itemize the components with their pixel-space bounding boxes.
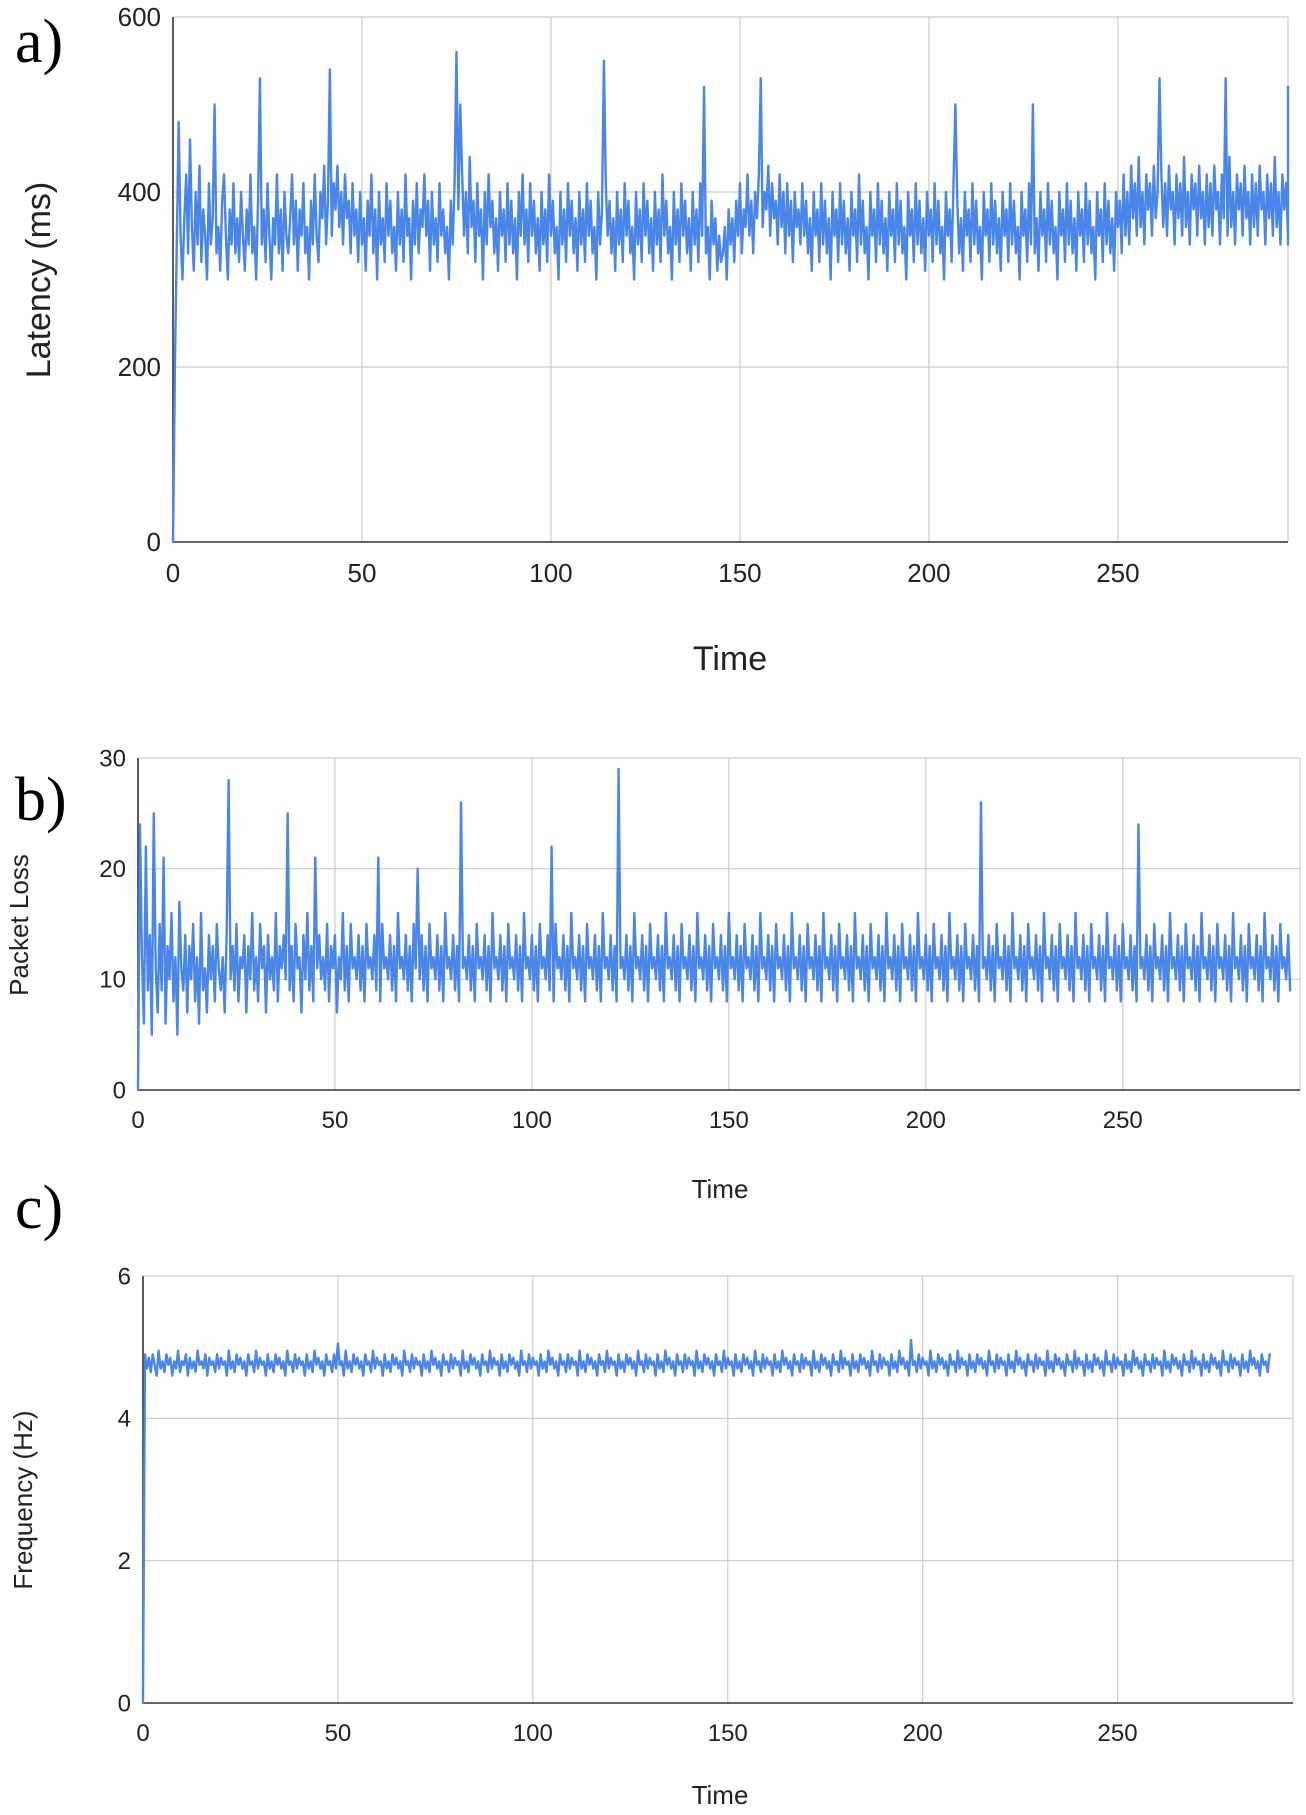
x-tick-label: 100 <box>512 1107 552 1134</box>
x-tick-label: 100 <box>513 1720 553 1747</box>
y-tick-label: 2 <box>118 1548 131 1575</box>
chart-latency: a) 0 200 400 600 0 50 100 150 200 250 Time Latenc… <box>15 2 1290 678</box>
x-tick-label: 50 <box>325 1720 352 1747</box>
x-tick-label: 50 <box>322 1107 349 1134</box>
x-tick-label: 200 <box>903 1720 943 1747</box>
x-tick-label: 200 <box>906 1107 946 1134</box>
x-tick-label: 50 <box>348 558 377 588</box>
y-tick-label: 0 <box>147 527 161 557</box>
series-layer <box>136 767 1292 1092</box>
grid-lines <box>173 16 1289 542</box>
x-tick-label: 150 <box>718 558 761 588</box>
series-line <box>171 50 1290 544</box>
y-tick-label: 0 <box>113 1077 126 1104</box>
x-axis-title: Time <box>692 1780 749 1810</box>
y-axis-title: Latency (ms) <box>20 182 58 379</box>
y-tick-label: 20 <box>99 856 126 883</box>
y-tick-label: 4 <box>118 1406 131 1433</box>
x-tick-label: 150 <box>709 1107 749 1134</box>
y-tick-label: 6 <box>118 1263 131 1290</box>
series-layer <box>171 50 1290 544</box>
x-tick-label: 250 <box>1096 558 1139 588</box>
series-line <box>136 767 1292 1092</box>
panel-label-b: b) <box>15 766 67 834</box>
x-tick-label: 0 <box>131 1107 144 1134</box>
axes <box>142 1276 1293 1704</box>
y-axis-title: Packet Loss <box>4 854 34 996</box>
y-tick-label: 30 <box>99 745 126 772</box>
y-tick-label: 10 <box>99 967 126 994</box>
grid-lines <box>138 757 1301 1090</box>
tick-labels: 0 2 4 6 0 50 100 150 200 250 <box>118 1263 1138 1747</box>
series-layer <box>141 1338 1271 1705</box>
panel-label-a: a) <box>15 8 63 76</box>
x-tick-label: 100 <box>529 558 572 588</box>
x-tick-label: 150 <box>708 1720 748 1747</box>
x-tick-label: 0 <box>136 1720 149 1747</box>
x-tick-label: 200 <box>907 558 950 588</box>
x-tick-label: 250 <box>1103 1107 1143 1134</box>
panel-label-c: c) <box>15 1174 63 1242</box>
axes <box>172 17 1288 543</box>
x-axis-title: Time <box>693 640 767 678</box>
series-line <box>141 1338 1271 1705</box>
chart-frequency: c) 0 2 4 6 0 50 100 150 200 250 Time Frequency (H… <box>8 1174 1294 1810</box>
x-tick-label: 250 <box>1098 1720 1138 1747</box>
y-tick-label: 0 <box>118 1690 131 1717</box>
y-tick-label: 400 <box>118 177 161 207</box>
y-tick-label: 600 <box>118 2 161 32</box>
x-axis-title: Time <box>692 1174 749 1204</box>
x-tick-label: 0 <box>166 558 180 588</box>
y-axis-title: Frequency (Hz) <box>8 1410 38 1589</box>
y-tick-label: 200 <box>118 352 161 382</box>
tick-labels: 0 10 20 30 0 50 100 150 200 250 <box>99 745 1142 1134</box>
chart-packet-loss: b) 0 10 20 30 0 50 100 150 200 250 Time Packet Lo… <box>4 745 1301 1204</box>
grid-lines <box>143 1275 1294 1703</box>
axes <box>137 758 1300 1091</box>
tick-labels: 0 200 400 600 0 50 100 150 200 250 <box>118 2 1140 588</box>
